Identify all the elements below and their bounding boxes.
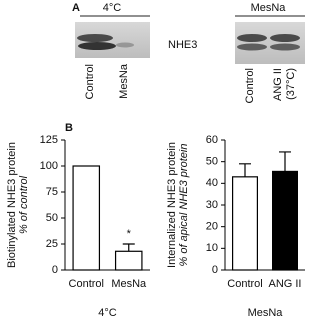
error-bar — [239, 163, 251, 177]
x-tick-label: Control — [227, 278, 262, 290]
band — [270, 43, 300, 51]
annotation: * — [127, 228, 132, 240]
y-axis-label: Biotinylated NHE3 protein — [6, 142, 18, 268]
error-bar — [279, 151, 291, 172]
lane-label: Control — [84, 64, 96, 99]
x-tick-label: MesNa — [111, 278, 147, 290]
y-tick-label: 75 — [46, 186, 58, 198]
panel-label: B — [65, 122, 73, 134]
y-axis-label: Internalized NHE3 protein — [166, 142, 178, 268]
y-tick-label: 60 — [206, 134, 218, 146]
x-axis-label: 4°C — [98, 307, 117, 319]
panel-label: A — [72, 2, 80, 14]
bar — [232, 176, 259, 271]
band — [116, 42, 134, 48]
y-tick-label: 100 — [40, 160, 58, 172]
y-tick-label: 30 — [206, 199, 218, 211]
lane-label: Control — [244, 68, 256, 103]
band — [237, 34, 267, 42]
y-tick-label: 0 — [212, 264, 218, 276]
y-tick-label: 10 — [206, 242, 218, 254]
band — [78, 42, 116, 50]
y-axis-label: % of apical NHE3 protein — [178, 144, 190, 267]
lane-label: MesNa — [118, 63, 130, 99]
y-tick-label: 125 — [40, 134, 58, 146]
error-bar — [122, 243, 135, 252]
y-tick-label: 50 — [206, 156, 218, 168]
x-tick-label: ANG II — [268, 278, 301, 290]
lane-label: (37°C) — [285, 68, 297, 100]
y-tick-label: 20 — [206, 221, 218, 233]
band — [270, 34, 300, 42]
y-tick-label: 40 — [206, 177, 218, 189]
condition-label: 4°C — [103, 2, 122, 14]
y-tick-label: 50 — [46, 212, 58, 224]
x-axis-label: MesNa — [248, 307, 284, 319]
band — [237, 43, 267, 51]
blot — [235, 22, 305, 64]
x-tick-label: Control — [69, 278, 104, 290]
band — [77, 34, 113, 42]
condition-label: MesNa — [251, 2, 287, 14]
bar — [114, 250, 143, 271]
bar — [272, 170, 299, 271]
protein-label: NHE3 — [168, 39, 197, 51]
y-tick-label: 0 — [52, 264, 58, 276]
y-tick-label: 25 — [46, 238, 58, 250]
y-axis-label: % of control — [18, 175, 30, 234]
lane-label: ANG II — [272, 68, 284, 101]
bar — [72, 165, 101, 271]
